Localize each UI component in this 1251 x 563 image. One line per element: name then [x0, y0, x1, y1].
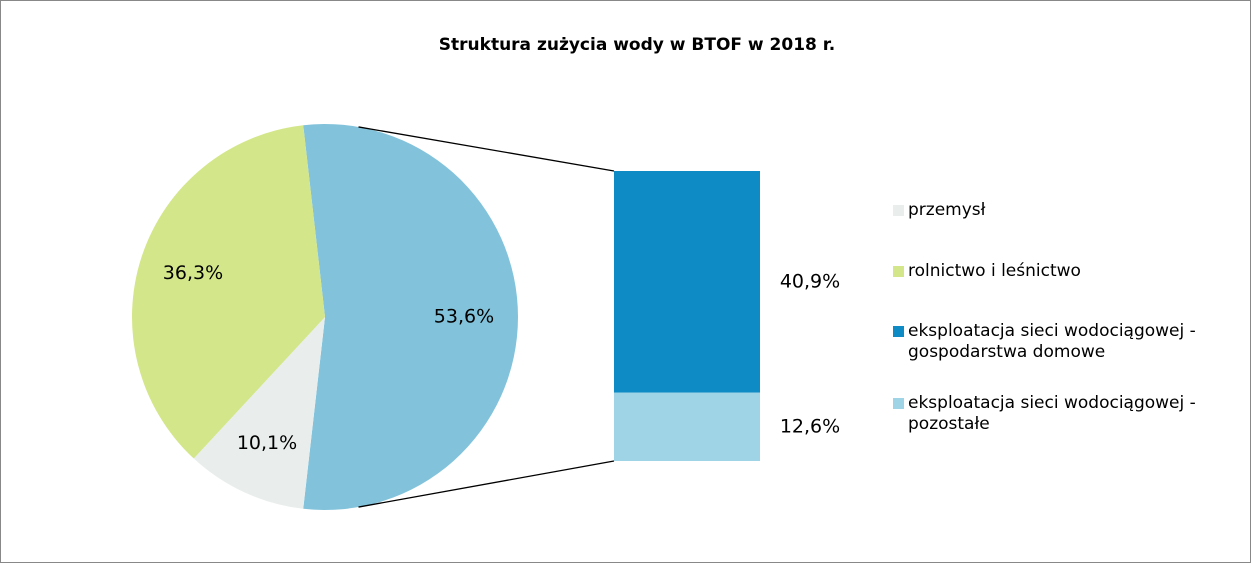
legend-label: eksploatacja sieci wodociągowej - gospod…: [908, 321, 1196, 362]
pie-slice: [193, 317, 325, 509]
legend-swatch: [893, 326, 904, 337]
pie-slice: [131, 125, 325, 459]
legend-item: eksploatacja sieci wodociągowej - pozost…: [893, 393, 1243, 435]
pie-slice: [303, 123, 519, 510]
bar-segment: [614, 392, 760, 461]
data-label: 40,9%: [780, 270, 840, 292]
legend-label: eksploatacja sieci wodociągowej - pozost…: [908, 393, 1196, 434]
chart-title: Struktura zużycia wody w BTOF w 2018 r.: [439, 35, 835, 55]
legend-item: rolnictwo i leśnictwo: [893, 261, 1243, 282]
connector-line: [358, 126, 615, 172]
data-label: 10,1%: [237, 432, 297, 454]
legend-label: rolnictwo i leśnictwo: [908, 261, 1081, 281]
data-label: 36,3%: [163, 262, 223, 284]
connector-line: [358, 460, 615, 508]
legend-swatch: [893, 266, 904, 277]
data-label: 53,6%: [434, 306, 494, 328]
data-label: 12,6%: [780, 415, 840, 437]
legend-item: przemysł: [893, 200, 1243, 221]
bar-segment: [614, 171, 760, 393]
legend-item: eksploatacja sieci wodociągowej - gospod…: [893, 321, 1243, 363]
legend-label: przemysł: [908, 200, 986, 220]
legend-swatch: [893, 398, 904, 409]
legend-swatch: [893, 205, 904, 216]
